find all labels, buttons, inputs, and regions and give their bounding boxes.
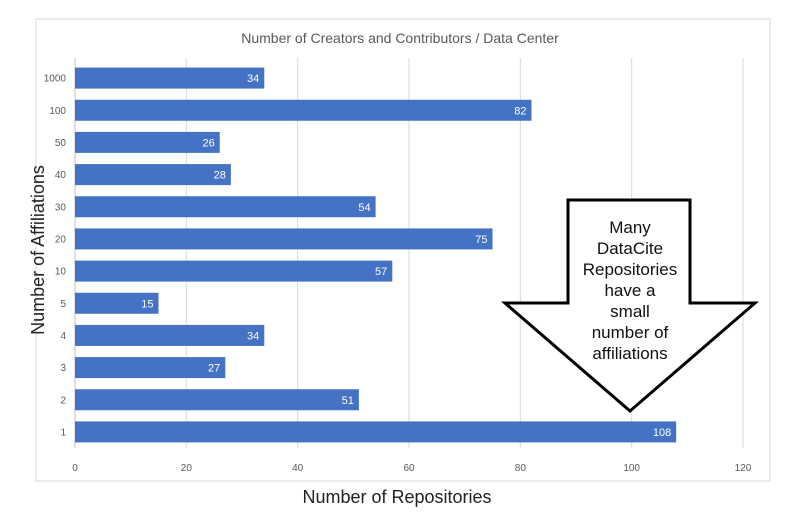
category-label: 20 xyxy=(55,234,67,245)
category-label: 2 xyxy=(60,395,66,406)
category-label: 5 xyxy=(60,299,66,310)
category-labels: 1000 100 50 40 30 20 10 5 4 3 2 1 xyxy=(44,74,67,439)
bar xyxy=(75,131,220,153)
category-label: 50 xyxy=(55,138,67,149)
bar xyxy=(75,324,265,346)
data-label: 57 xyxy=(375,266,387,278)
category-label: 10 xyxy=(55,267,67,278)
annotation-text: Many DataCite Repositories have a small numbe… xyxy=(583,218,678,363)
x-tick-label: 40 xyxy=(292,463,304,474)
chart-title: Number of Creators and Contributors / Da… xyxy=(241,30,559,46)
bar xyxy=(75,292,159,314)
annotation-line: have a xyxy=(604,281,656,300)
category-label: 40 xyxy=(55,170,67,181)
bars: 34 82 26 28 54 75 57 15 34 27 51 108 xyxy=(75,67,677,443)
category-label: 1000 xyxy=(44,74,67,85)
x-tick-label: 0 xyxy=(72,463,78,474)
bar xyxy=(75,67,265,89)
category-label: 1 xyxy=(60,427,66,438)
annotation-line: number of xyxy=(592,323,669,342)
category-label: 4 xyxy=(60,331,66,342)
annotation-line: affiliations xyxy=(592,344,667,363)
down-arrow-icon xyxy=(500,198,760,413)
y-axis-title: Number of Affiliations xyxy=(28,165,48,335)
annotation-line: small xyxy=(610,302,650,321)
data-label: 34 xyxy=(247,73,259,85)
x-tick-label: 100 xyxy=(623,463,640,474)
data-label: 51 xyxy=(342,395,354,407)
data-label: 28 xyxy=(214,170,226,182)
annotation-line: Repositories xyxy=(583,260,678,279)
bar xyxy=(75,357,226,379)
annotation-line: DataCite xyxy=(597,239,663,258)
bar xyxy=(75,228,493,250)
bar xyxy=(75,389,359,411)
data-label: 15 xyxy=(141,298,153,310)
bar xyxy=(75,260,393,282)
category-label: 100 xyxy=(49,106,66,117)
x-tick-label: 120 xyxy=(735,463,752,474)
x-tick-label: 80 xyxy=(515,463,527,474)
x-tick-labels: 0 20 40 60 80 100 120 xyxy=(72,463,752,474)
bar xyxy=(75,196,376,218)
bar xyxy=(75,164,231,186)
data-label: 34 xyxy=(247,330,259,342)
x-tick-label: 60 xyxy=(403,463,415,474)
data-label: 82 xyxy=(514,105,526,117)
annotation-line: Many xyxy=(609,218,651,237)
data-label: 108 xyxy=(653,427,671,439)
data-label: 54 xyxy=(358,202,370,214)
category-label: 30 xyxy=(55,202,67,213)
annotation-arrow: Many DataCite Repositories have a small numbe… xyxy=(500,198,760,413)
category-label: 3 xyxy=(60,363,66,374)
bar xyxy=(75,99,532,121)
x-tick-label: 20 xyxy=(181,463,193,474)
bar xyxy=(75,421,677,443)
data-label: 27 xyxy=(208,363,220,375)
data-label: 26 xyxy=(202,137,214,149)
data-label: 75 xyxy=(475,234,487,246)
x-axis-title: Number of Repositories xyxy=(302,487,491,507)
